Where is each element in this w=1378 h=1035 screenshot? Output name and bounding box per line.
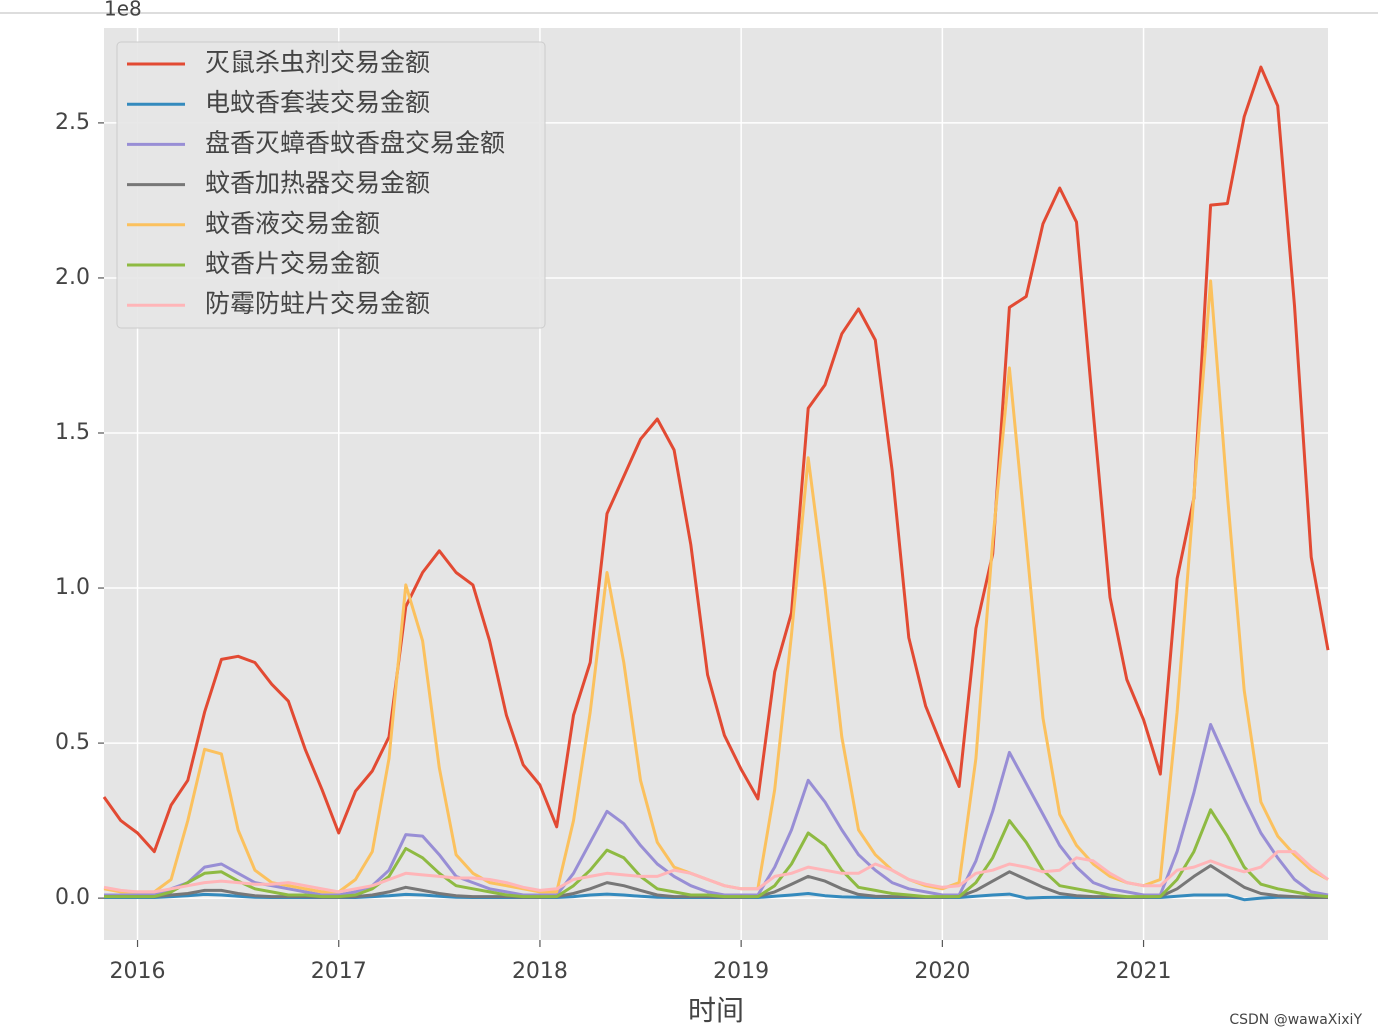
offset-label: 1e8 bbox=[104, 0, 142, 21]
y-tick-label: 0.5 bbox=[55, 730, 90, 755]
legend-label: 蚊香加热器交易金额 bbox=[205, 169, 430, 198]
x-axis-label: 时间 bbox=[688, 994, 744, 1027]
x-tick-label: 2021 bbox=[1116, 959, 1172, 984]
x-tick-label: 2020 bbox=[914, 959, 970, 984]
y-tick-label: 0.0 bbox=[55, 885, 90, 910]
x-tick-label: 2019 bbox=[713, 959, 769, 984]
legend-label: 防霉防蛀片交易金额 bbox=[205, 289, 430, 318]
x-tick-label: 2018 bbox=[512, 959, 568, 984]
watermark: CSDN @wawaXixiY bbox=[1229, 1012, 1362, 1028]
legend-label: 盘香灭蟑香蚊香盘交易金额 bbox=[205, 128, 505, 157]
legend-box bbox=[116, 41, 546, 329]
y-tick-label: 1.5 bbox=[55, 420, 90, 445]
series-line bbox=[104, 723, 1329, 897]
legend-label: 电蚊香套装交易金额 bbox=[205, 88, 430, 117]
legend-label: 蚊香片交易金额 bbox=[205, 249, 380, 278]
y-tick-label: 2.0 bbox=[55, 265, 90, 290]
y-tick-label: 1.0 bbox=[55, 575, 90, 600]
series-line bbox=[102, 65, 1330, 854]
series-line bbox=[103, 850, 1329, 894]
legend-label: 蚊香液交易金额 bbox=[205, 209, 380, 238]
legend-label: 灭鼠杀虫剂交易金额 bbox=[205, 48, 430, 77]
series-line bbox=[104, 808, 1329, 899]
x-tick-label: 2016 bbox=[110, 959, 166, 984]
x-tick-label: 2017 bbox=[311, 959, 367, 984]
y-tick-label: 2.5 bbox=[55, 110, 90, 135]
